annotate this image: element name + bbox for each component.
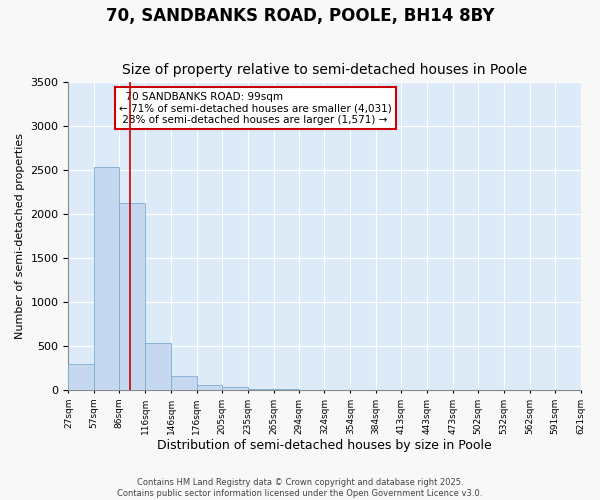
Bar bbox=[248, 389, 274, 390]
Text: 70, SANDBANKS ROAD, POOLE, BH14 8BY: 70, SANDBANKS ROAD, POOLE, BH14 8BY bbox=[106, 8, 494, 26]
X-axis label: Distribution of semi-detached houses by size in Poole: Distribution of semi-detached houses by … bbox=[157, 440, 492, 452]
Bar bbox=[197, 384, 222, 390]
Y-axis label: Number of semi-detached properties: Number of semi-detached properties bbox=[15, 133, 25, 339]
Bar bbox=[119, 202, 145, 390]
Bar bbox=[171, 376, 197, 390]
Bar bbox=[94, 166, 119, 390]
Bar bbox=[68, 364, 94, 390]
Title: Size of property relative to semi-detached houses in Poole: Size of property relative to semi-detach… bbox=[122, 63, 527, 77]
Bar bbox=[222, 388, 248, 390]
Bar bbox=[145, 344, 171, 390]
Text: Contains HM Land Registry data © Crown copyright and database right 2025.
Contai: Contains HM Land Registry data © Crown c… bbox=[118, 478, 482, 498]
Text: 70 SANDBANKS ROAD: 99sqm
← 71% of semi-detached houses are smaller (4,031)
 28% : 70 SANDBANKS ROAD: 99sqm ← 71% of semi-d… bbox=[119, 92, 392, 125]
